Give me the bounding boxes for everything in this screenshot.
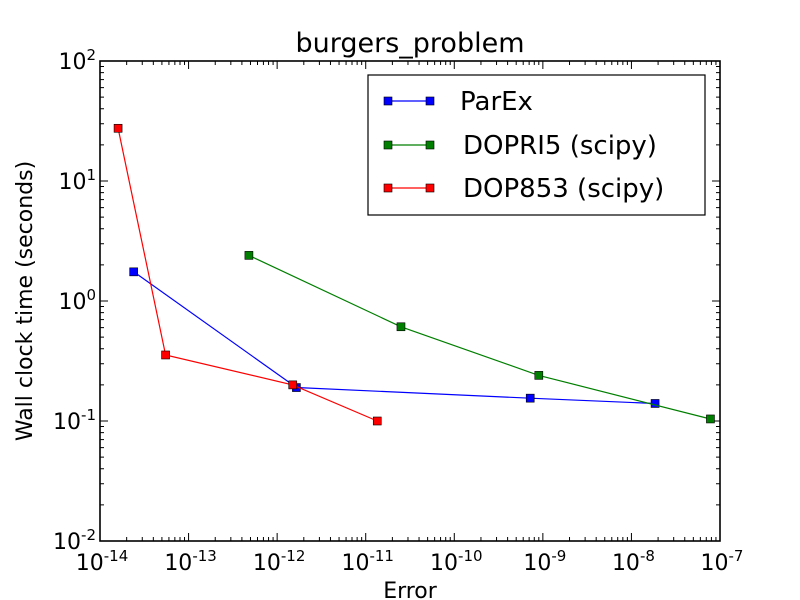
plot-frame xyxy=(99,60,721,542)
x-tick-label: 10-14 xyxy=(76,547,129,576)
data-point xyxy=(288,380,298,390)
y-tick-label: 102 xyxy=(58,46,96,75)
data-point xyxy=(113,123,123,133)
x-tick-label: 10-9 xyxy=(523,547,566,576)
chart-title: burgers_problem xyxy=(295,28,524,59)
data-point xyxy=(525,393,535,403)
data-point xyxy=(161,350,170,360)
legend-marker xyxy=(383,96,393,106)
legend: ParEx DOPRI5 (scipy) DOP853 (scipy) xyxy=(367,74,706,216)
y-axis-label: Wall clock time (seconds) xyxy=(13,161,38,441)
y-tick-label: 100 xyxy=(58,286,96,315)
legend-marker xyxy=(425,140,435,150)
x-axis-label: Error xyxy=(383,579,438,600)
x-tick-label: 10-11 xyxy=(341,547,394,576)
legend-label: DOP853 (scipy) xyxy=(463,174,664,204)
legend-label: DOPRI5 (scipy) xyxy=(463,131,657,161)
series-2 xyxy=(113,123,382,426)
x-tick-label: 10-8 xyxy=(612,547,655,576)
legend-marker xyxy=(425,96,435,106)
legend-entry: ParEx xyxy=(383,87,533,117)
data-point xyxy=(372,416,382,426)
y-tick-label: 10-2 xyxy=(53,526,96,555)
data-point xyxy=(534,371,544,380)
data-point xyxy=(396,322,406,332)
legend-marker xyxy=(383,140,393,150)
x-tick-label: 10-12 xyxy=(253,547,306,576)
y-axis-ticks: 10-2 10-1 100 101 102 xyxy=(53,46,96,555)
legend-entry: DOPRI5 (scipy) xyxy=(383,131,657,161)
data-point xyxy=(129,267,138,277)
legend-entry: DOP853 (scipy) xyxy=(383,174,664,204)
legend-label: ParEx xyxy=(460,87,533,117)
legend-marker xyxy=(383,183,393,193)
series-line xyxy=(248,254,711,420)
series-layer xyxy=(113,123,715,426)
y-tick-label: 101 xyxy=(58,166,96,195)
data-point xyxy=(706,414,715,424)
x-tick-label: 10-13 xyxy=(164,547,217,576)
y-tick-label: 10-1 xyxy=(53,406,96,435)
data-point xyxy=(244,251,254,260)
x-axis-ticks: 10-14 10-13 10-12 10-11 10-10 10-9 10-8 10-7 xyxy=(76,547,744,576)
series-1 xyxy=(244,251,715,424)
x-tick-label: 10-7 xyxy=(701,547,744,576)
x-tick-label: 10-10 xyxy=(430,547,483,576)
series-line xyxy=(117,128,378,422)
legend-marker xyxy=(425,183,435,193)
series-line xyxy=(133,271,656,405)
